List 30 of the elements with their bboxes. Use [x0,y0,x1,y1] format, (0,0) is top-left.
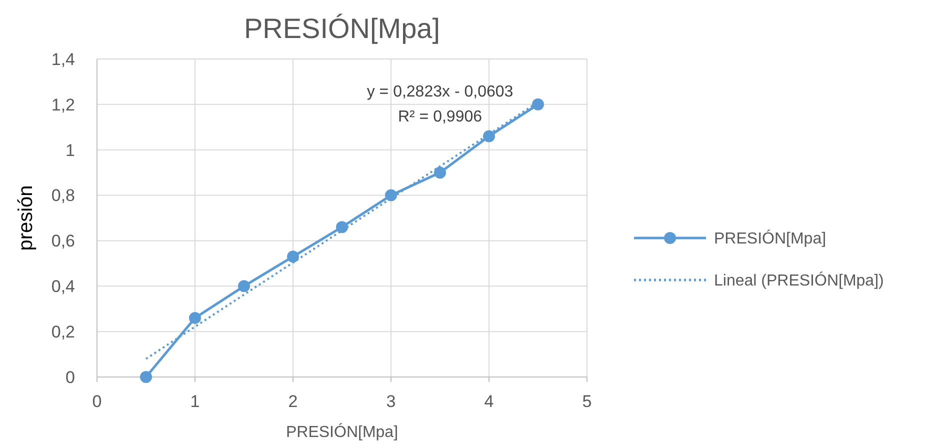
y-tick-label: 1,2 [51,95,75,114]
y-tick-label: 0,6 [51,232,75,251]
y-tick-label: 0,4 [51,277,75,296]
x-tick-label: 1 [190,392,200,411]
annotation: R² = 0,9906 [398,108,482,126]
y-tick-label: 1,4 [51,50,75,69]
legend-label: PRESIÓN[Mpa] [714,230,826,248]
point [287,250,299,263]
point [532,98,544,110]
x-tick-label: 3 [386,392,396,411]
x-tick-label: 5 [582,392,592,411]
chart-title: PRESIÓN[Mpa] [244,13,440,44]
point [140,371,152,383]
point [189,312,201,324]
x-tick-label: 0 [92,392,102,411]
x-tick-label: 2 [288,392,298,411]
y-tick-label: 1 [66,140,75,160]
point [336,221,348,234]
point [483,130,495,142]
point [238,280,250,292]
legend-label: Lineal (PRESIÓN[Mpa]) [714,272,884,290]
x-tick-label: 4 [484,392,494,411]
y-tick-label: 0,8 [51,186,75,206]
point [385,189,397,202]
x-axis-title: PRESIÓN[Mpa] [286,423,398,441]
y-tick-label: 0 [66,368,75,387]
y-tick-label: 0,2 [51,322,75,342]
point [434,166,446,179]
annotation: y = 0,2823x - 0,0603 [366,84,514,101]
y-axis-title: presión [15,185,37,251]
